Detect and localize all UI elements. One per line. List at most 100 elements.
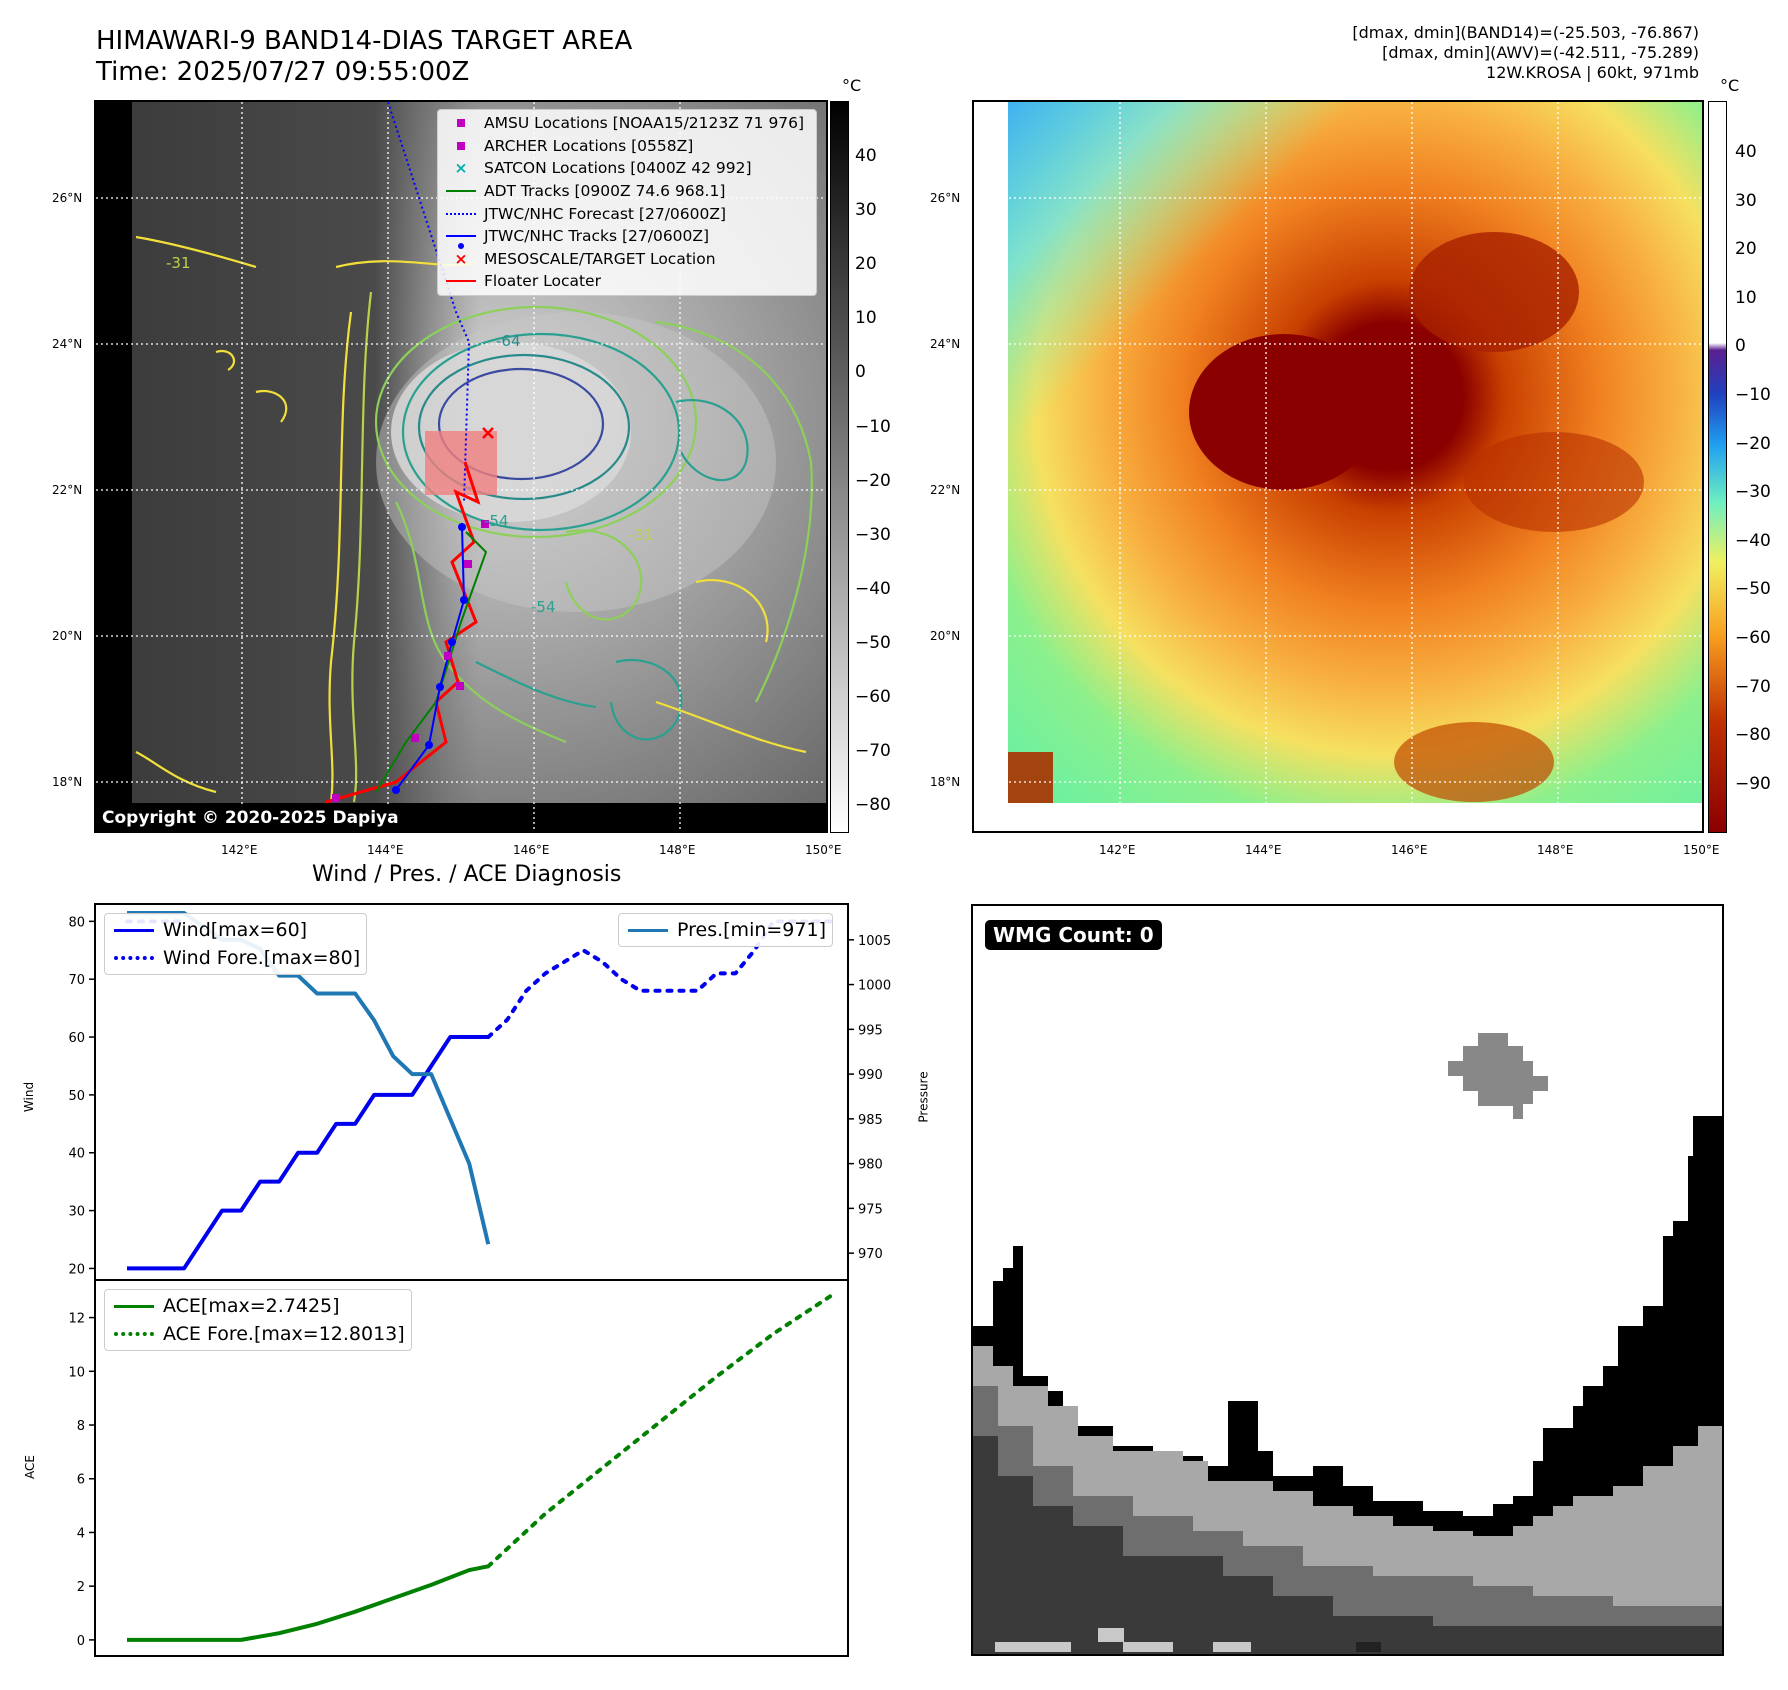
lat-label: 24°N bbox=[930, 337, 961, 351]
colorbar-tick-label: −90 bbox=[1735, 773, 1771, 794]
colorbar-tick-label: −70 bbox=[1735, 676, 1771, 697]
pressure-axis-tick-label: 995 bbox=[858, 1023, 883, 1038]
legend-item-jtwc-forecast: JTWC/NHC Forecast [27/0600Z] bbox=[438, 202, 816, 225]
ace-axis-tick-label: 6 bbox=[77, 1473, 85, 1488]
lat-label: 24°N bbox=[52, 337, 83, 351]
lon-label: 142°E bbox=[221, 843, 258, 857]
ace-legend: ACE[max=2.7425] ACE Fore.[max=12.8013] bbox=[104, 1289, 412, 1351]
wmg-count-badge: WMG Count: 0 bbox=[985, 920, 1162, 950]
lon-label: 142°E bbox=[1099, 843, 1136, 857]
figure-title: HIMAWARI-9 BAND14-DIAS TARGET AREA bbox=[96, 26, 633, 56]
ace-axis-tick-label: 10 bbox=[68, 1365, 85, 1380]
adt-track bbox=[375, 531, 488, 793]
target-location-marker bbox=[482, 427, 494, 439]
jtwc-forecast-track bbox=[387, 102, 471, 503]
legend-item-target: × MESOSCALE/TARGET Location bbox=[454, 249, 716, 268]
colorbar-unit: °C bbox=[842, 76, 862, 95]
legend-item-archer: ARCHER Locations [0558Z] bbox=[438, 135, 816, 158]
awv-colorbar bbox=[1708, 101, 1727, 833]
legend-item-ace: ACE[max=2.7425] bbox=[105, 1292, 405, 1320]
wmg-svg bbox=[973, 906, 1722, 1654]
lon-label: 148°E bbox=[1537, 843, 1574, 857]
wind-axis-tick-label: 80 bbox=[68, 915, 85, 930]
pressure-axis-tick-label: 990 bbox=[858, 1068, 883, 1083]
colorbar-tick-label: 40 bbox=[1735, 142, 1757, 162]
legend-item-wind: Wind[max=60] bbox=[105, 916, 360, 944]
legend-item-jtwc-tracks: JTWC/NHC Tracks [27/0600Z] bbox=[438, 225, 816, 250]
ace-axis-tick-label: 0 bbox=[77, 1634, 85, 1649]
lon-label: 144°E bbox=[1245, 843, 1282, 857]
colorbar-tick-label: −80 bbox=[855, 795, 891, 816]
colorbar-tick-label: −20 bbox=[855, 470, 891, 491]
wind-axis-tick-label: 60 bbox=[68, 1031, 85, 1046]
ace-axis-tick-label: 8 bbox=[77, 1419, 85, 1434]
wind-axis-label: Wind bbox=[22, 1081, 37, 1113]
ace-axis-tick-label: 4 bbox=[77, 1526, 85, 1541]
pressure-axis-tick-label: 970 bbox=[858, 1247, 883, 1262]
colorbar-tick-label: −40 bbox=[1735, 530, 1771, 551]
lon-label: 146°E bbox=[513, 843, 550, 857]
wind-axis-tick-label: 30 bbox=[68, 1205, 85, 1220]
pressure-legend: Pres.[min=971] bbox=[618, 913, 833, 947]
legend-item-adt: ADT Tracks [0900Z 74.6 968.1] bbox=[438, 180, 816, 203]
ace-axis-tick-label: 2 bbox=[77, 1580, 85, 1595]
wind-axis-tick-label: 50 bbox=[68, 1089, 85, 1104]
floater-locater-track bbox=[325, 461, 481, 804]
legend-item-wind-forecast: Wind Fore.[max=80] bbox=[105, 944, 360, 972]
legend-item-pressure: Pres.[min=971] bbox=[619, 916, 826, 944]
colorbar-tick-label: 20 bbox=[1735, 239, 1757, 260]
lon-label: 148°E bbox=[659, 843, 696, 857]
wind-axis-tick-label: 40 bbox=[68, 1147, 85, 1162]
lon-label: 150°E bbox=[805, 843, 842, 857]
contour-label: -54 bbox=[531, 598, 556, 616]
ace-axis-label: ACE bbox=[22, 1455, 37, 1479]
legend-item-satcon: × SATCON Locations [0400Z 42 992] bbox=[454, 159, 752, 178]
pressure-axis-tick-label: 980 bbox=[858, 1158, 883, 1173]
ace-forecast-line bbox=[486, 1294, 833, 1569]
lon-label: 146°E bbox=[1391, 843, 1428, 857]
colorbar-tick-label: 40 bbox=[855, 146, 877, 166]
lat-label: 22°N bbox=[930, 483, 961, 497]
lat-label: 18°N bbox=[930, 775, 961, 789]
colorbar-tick-label: −80 bbox=[1735, 725, 1771, 746]
colorbar-tick-label: −40 bbox=[855, 578, 891, 599]
colorbar-tick-label: −50 bbox=[1735, 579, 1771, 600]
pressure-axis-tick-label: 975 bbox=[858, 1202, 883, 1217]
contour-label: -31 bbox=[629, 526, 654, 544]
wmg-panel: WMG Count: 0 bbox=[971, 904, 1724, 1656]
awv-map-svg bbox=[974, 102, 1702, 831]
lon-label: 150°E bbox=[1683, 843, 1720, 857]
colorbar-tick-label: 30 bbox=[855, 200, 877, 221]
legend-item-ace-forecast: ACE Fore.[max=12.8013] bbox=[105, 1320, 405, 1348]
pressure-axis-tick-label: 1005 bbox=[858, 934, 891, 949]
contour-label: -64 bbox=[496, 332, 521, 350]
colorbar-tick-label: −60 bbox=[1735, 628, 1771, 648]
info-storm: 12W.KROSA | 60kt, 971mb bbox=[1486, 63, 1699, 82]
copyright-label: Copyright © 2020-2025 Dapiya bbox=[96, 806, 405, 830]
map-legend: AMSU Locations [NOAA15/2123Z 71 976] ARC… bbox=[437, 109, 817, 296]
colorbar-tick-label: −50 bbox=[855, 632, 891, 653]
legend-item-floater: Floater Locater bbox=[438, 270, 816, 293]
colorbar-tick-label: 0 bbox=[1735, 336, 1746, 357]
wind-axis-tick-label: 20 bbox=[68, 1262, 85, 1277]
diagnosis-title: Wind / Pres. / ACE Diagnosis bbox=[312, 862, 622, 887]
lat-label: 20°N bbox=[930, 629, 961, 643]
amsu-archer-markers bbox=[332, 520, 489, 802]
contour-label: -31 bbox=[166, 254, 191, 272]
lat-label: 26°N bbox=[930, 191, 961, 205]
lat-label: 22°N bbox=[52, 483, 83, 497]
pressure-axis-tick-label: 985 bbox=[858, 1113, 883, 1128]
colorbar-tick-label: 0 bbox=[855, 362, 866, 383]
wind-axis-tick-label: 70 bbox=[68, 973, 85, 988]
colorbar-tick-label: 10 bbox=[1735, 287, 1757, 308]
colorbar-unit: °C bbox=[1720, 76, 1740, 95]
band14-map-panel: -64 -54 -31 -54 -31 AMSU Locations [NOAA… bbox=[94, 100, 828, 833]
wind-series-line bbox=[127, 1035, 489, 1271]
lat-label: 20°N bbox=[52, 629, 83, 643]
legend-item-amsu: AMSU Locations [NOAA15/2123Z 71 976] bbox=[438, 112, 816, 135]
ace-axis-tick-label: 12 bbox=[68, 1312, 85, 1327]
info-box: [dmax, dmin](BAND14)=(-25.503, -76.867) … bbox=[1352, 23, 1699, 83]
band14-colorbar bbox=[830, 101, 849, 833]
info-awv: [dmax, dmin](AWV)=(-42.511, -75.289) bbox=[1382, 43, 1699, 62]
pressure-axis-tick-label: 1000 bbox=[858, 979, 891, 994]
